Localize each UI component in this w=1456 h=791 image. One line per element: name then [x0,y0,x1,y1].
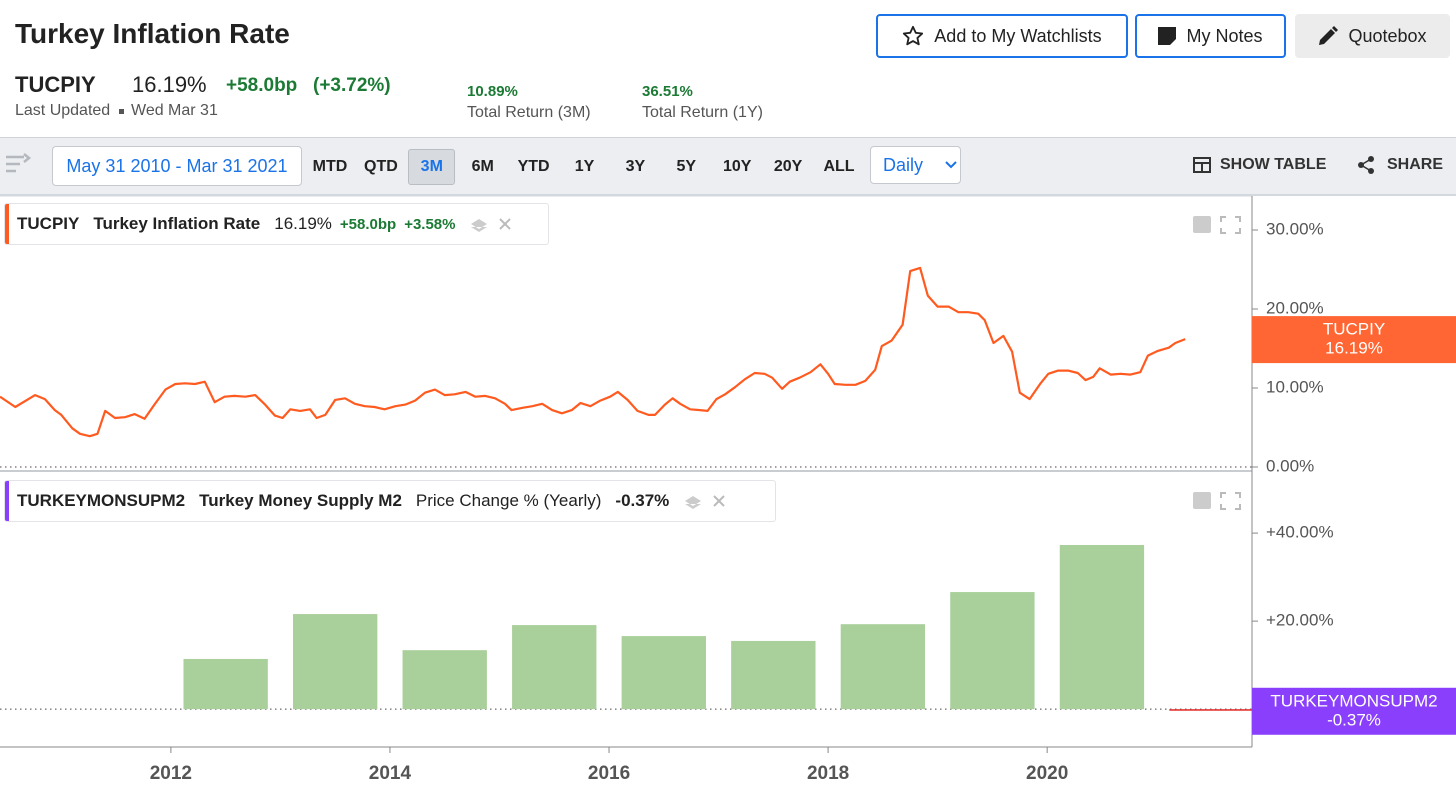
share[interactable]: SHARE [1357,156,1443,174]
range-button[interactable]: 6M [471,158,494,175]
range-button[interactable]: 10Y [722,158,752,175]
bar [731,640,816,710]
y-tick-label: 20.00% [1266,298,1324,317]
bar [183,658,268,710]
y-tick-label: 0.00% [1266,456,1314,475]
badge-bg [1252,687,1456,735]
legend-tools[interactable] [469,215,515,233]
badge-value: 16.19% [1325,339,1383,358]
frequency-select[interactable]: Daily [870,146,961,184]
return-label: Total Return (1Y) [642,104,763,121]
range-button[interactable]: QTD [364,158,398,175]
range-button[interactable]: 3M [408,149,456,185]
legend-last: -0.37% [615,491,670,510]
x-tick-label: 2012 [150,763,192,784]
toolbar: May 31 2010 - Mar 31 2021 Daily SHOW TAB… [0,137,1456,196]
button-label: Add to My Watchlists [934,25,1102,46]
range-button[interactable]: ALL [823,158,855,175]
change-pct: (+3.72%) [313,75,391,96]
x-tick-label: 2018 [807,763,849,784]
pencil-icon [1319,26,1339,45]
symbol: TUCPIY [15,72,96,97]
change: +58.0bp [226,75,298,96]
range-button[interactable]: 3Y [625,158,646,175]
range-button[interactable]: 1Y [574,158,595,175]
bar [840,624,926,710]
show-table-label: SHOW TABLE [1220,156,1327,173]
legend-measure: Price Change % (Yearly) [415,491,602,510]
button-label: Quotebox [1348,25,1427,46]
watchlist-button[interactable]: Add to My Watchlists [876,14,1128,58]
range-button[interactable]: 20Y [773,158,803,175]
share-icon [1358,156,1374,174]
last-updated: Wed Mar 31 [131,102,218,119]
bar [512,625,597,710]
return-value: 36.51% [642,83,693,100]
last-updated-label: Last Updated [15,102,111,119]
y-tick-label: 30.00% [1266,219,1324,238]
quotebox-button[interactable]: Quotebox [1295,14,1450,58]
legend-symbol: TUCPIY [17,214,80,233]
x-tick-label: 2020 [1026,763,1068,784]
button-label: My Notes [1186,25,1263,46]
note-icon [1158,27,1177,45]
legend: TUCPIY Turkey Inflation Rate 16.19% +58.… [4,203,549,245]
bar [621,636,706,710]
legend-name: Turkey Inflation Rate [93,214,261,233]
separator [119,109,124,114]
legend-change-pct: +3.58% [404,215,456,233]
show-table[interactable]: SHOW TABLE [1193,156,1326,174]
legend-stripe [5,204,9,244]
date-range[interactable]: May 31 2010 - Mar 31 2021 [52,146,302,186]
bar [950,592,1035,710]
badge-value: -0.37% [1327,710,1381,729]
chevron [945,161,957,169]
bar [402,650,487,710]
legend-stripe [5,481,9,521]
range-button[interactable]: YTD [517,158,550,175]
bar [293,614,378,710]
badge-symbol: TURKEYMONSUPM2 [1270,691,1437,710]
legend-last: 16.19% [274,214,332,233]
range-button[interactable]: 5Y [676,158,697,175]
range-button[interactable]: MTD [312,158,348,175]
return-value: 10.89% [467,83,518,100]
legend-change: +58.0bp [339,215,397,233]
y-tick-label: +20.00% [1266,611,1334,630]
legend-name: Turkey Money Supply M2 [199,491,402,510]
frequency: Daily [883,154,924,175]
badge-bg [1252,316,1456,364]
panel-tools[interactable] [1193,216,1241,510]
price: 16.19% [132,72,207,97]
x-tick-label: 2016 [588,763,630,784]
y-tick-label: 10.00% [1266,377,1324,396]
legend: TURKEYMONSUPM2 Turkey Money Supply M2 Pr… [4,480,776,522]
return-label: Total Return (3M) [467,104,591,121]
legend-tools[interactable] [683,492,729,510]
page-title: Turkey Inflation Rate [15,18,290,49]
share-label: SHARE [1387,156,1444,173]
star-icon [903,25,924,46]
legend-symbol: TURKEYMONSUPM2 [17,491,186,510]
table-icon [1193,157,1211,173]
notes-button[interactable]: My Notes [1135,14,1286,58]
x-tick-label: 2014 [369,763,412,784]
bar [1169,709,1252,711]
series-line [0,266,1186,438]
bar [1059,544,1145,710]
value-badge: TURKEYMONSUPM2-0.37% [1252,687,1456,735]
badge-symbol: TUCPIY [1323,320,1385,339]
sort-icon[interactable] [6,152,32,176]
y-tick-label: +40.00% [1266,523,1334,542]
